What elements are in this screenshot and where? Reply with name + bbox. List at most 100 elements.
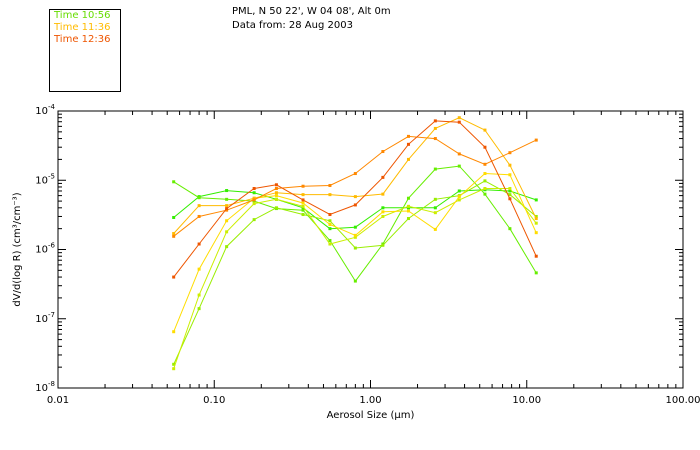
series-7-point [225,208,229,212]
series-6-point [534,217,538,221]
series-8-point [457,120,461,124]
series-6-point [457,116,461,120]
series-7-point [353,172,357,176]
series-5-point [483,172,487,176]
series-1-point [172,215,176,219]
series-3-point [483,179,487,183]
series-7-point [381,150,385,154]
series-6-point [381,192,385,196]
series-3-point [534,214,538,218]
series-1-point [252,191,256,195]
series-8-point [483,145,487,149]
series-6-point [406,157,410,161]
legend-box [49,9,121,92]
series-3-point [508,193,512,197]
series-7-point [508,151,512,155]
series-2-point [483,192,487,196]
series-6-point [197,204,201,208]
series-5-point [301,201,305,205]
series-5-point [274,194,278,198]
y-axis-label: dV/d(log R) (cm³/cm⁻³) [12,192,23,306]
legend-item-1236: Time 12:36 [54,34,111,45]
series-6-point [353,195,357,199]
series-7-point [197,214,201,218]
series-3-point [353,246,357,250]
series-2-point [433,167,437,171]
series-2-point [197,196,201,200]
series-7-point [457,152,461,156]
series-8-point [197,242,201,246]
series-4-point [381,214,385,218]
series-6-point [274,191,278,195]
series-3-point [172,362,176,366]
legend-item-1055: Time 10:56 [54,10,111,21]
series-8-point [274,183,278,187]
series-4-point [508,187,512,191]
series-2-point [534,271,538,275]
series-line-2 [173,165,537,282]
series-6-point [483,128,487,132]
series-5-point [197,267,201,271]
plot-frame [57,110,684,389]
x-tick-label: 0.10 [203,395,225,406]
series-2-point [328,238,332,242]
series-4-point [534,221,538,225]
series-8-point [225,207,229,211]
location-header: PML, N 50 22', W 04 08', Alt 0m [232,6,391,17]
series-4-point [406,204,410,208]
series-7-point [433,137,437,141]
series-8-point [172,275,176,279]
series-5-point [172,330,176,334]
series-3-point [406,217,410,221]
x-tick-label: 100.00 [666,395,700,406]
series-8-point [534,254,538,258]
series-4-point [483,187,487,191]
series-5-point [508,173,512,177]
series-4-point [433,211,437,215]
series-5-point [457,195,461,199]
series-line-4 [173,188,537,369]
y-tick-label: 10-4 [35,103,55,117]
series-8-point [508,197,512,201]
series-4-point [252,202,256,206]
series-8-point [252,187,256,191]
series-4-point [301,204,305,208]
series-5-point [433,227,437,231]
series-4-point [172,367,176,371]
series-4-point [353,235,357,239]
series-3-point [274,206,278,210]
series-5-point [406,209,410,213]
series-4-point [457,198,461,202]
series-7-point [252,198,256,202]
series-6-point [252,196,256,200]
series-1-point [381,206,385,210]
series-7-point [534,138,538,142]
series-3-point [433,197,437,201]
series-8-point [328,213,332,217]
series-4-point [225,230,229,234]
series-6-point [433,126,437,130]
series-5-point [353,233,357,237]
series-2-point [172,180,176,184]
series-2-point [353,279,357,283]
series-5-point [328,222,332,226]
series-5-point [381,210,385,214]
y-tick-label: 10-5 [35,172,55,186]
legend-item-1136: Time 11:36 [54,22,111,33]
series-8-point [301,198,305,202]
series-8-point [433,119,437,123]
series-1-point [225,189,229,193]
series-1-point [457,189,461,193]
series-7-point [328,183,332,187]
series-3-point [225,245,229,249]
series-2-point [406,196,410,200]
series-2-point [457,164,461,168]
series-6-point [301,193,305,197]
series-8-point [381,175,385,179]
series-6-point [225,204,229,208]
series-line-6 [173,117,537,234]
series-1-point [534,198,538,202]
series-3-point [252,218,256,222]
y-tick-label: 10-6 [35,242,55,256]
